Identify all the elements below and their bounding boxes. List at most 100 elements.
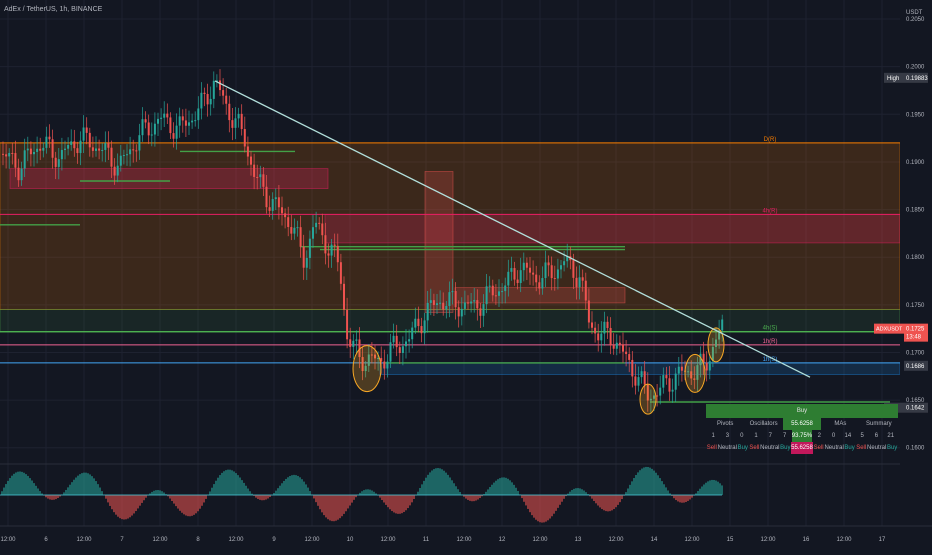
candle-body [101, 149, 104, 151]
candle-body [268, 207, 271, 211]
candle-body [479, 308, 482, 316]
candle-body [79, 140, 82, 154]
candle-body [20, 168, 23, 181]
candle-body [166, 113, 169, 118]
candle-body [687, 371, 690, 373]
candle-body [277, 197, 280, 208]
last-tag [874, 323, 904, 334]
candle-body [60, 149, 63, 160]
time-tick: 12:00 [836, 537, 852, 543]
price-tick: 0.2050 [906, 17, 925, 23]
candle-body [426, 302, 429, 321]
candle-body [420, 326, 423, 334]
trendline[interactable] [214, 80, 811, 378]
countdown-text: 13:48 [906, 335, 922, 341]
candle-body [696, 365, 699, 380]
candle-body [690, 371, 693, 379]
candle-body [498, 291, 500, 296]
candle-body [51, 139, 54, 158]
time-tick: 12:00 [532, 537, 548, 543]
candle-body [445, 305, 448, 310]
candle-body [116, 165, 119, 176]
candle-body [693, 378, 696, 380]
candle-body [618, 342, 621, 345]
candle-body [11, 152, 14, 154]
candle-body [17, 167, 20, 181]
summary-counts: 1 3 0 1 7 7 93.75% 2 0 14 5 6 21 [706, 430, 898, 442]
candle-body [705, 362, 708, 371]
candle-body [200, 92, 203, 109]
summary-count-cell: 14 [844, 433, 852, 439]
candle-body [721, 319, 724, 331]
summary-title: Buy [706, 404, 898, 418]
summary-count-cell: 1 [711, 433, 715, 439]
candle-body [671, 389, 674, 392]
candle-body [315, 222, 318, 228]
price-tick: 0.1700 [906, 350, 925, 356]
candle-body [5, 154, 8, 157]
pattern-marker [707, 327, 725, 363]
high-tag [884, 72, 904, 83]
candle-body [401, 346, 404, 353]
price-tick: 0.1900 [906, 160, 925, 166]
high-badge [904, 72, 928, 83]
time-tick: 12:00 [456, 537, 472, 543]
candle-body [212, 80, 215, 99]
candle-body [169, 117, 172, 134]
levels: D(R) 4h(R) 4h(S) 1h(R) 1h(S) [0, 137, 900, 403]
candle-body [522, 262, 525, 271]
candle-body [643, 371, 646, 385]
candle-body [160, 117, 163, 119]
candle-body [718, 330, 721, 340]
candle-body [194, 120, 197, 122]
candle-body [290, 227, 293, 234]
candle-body [330, 244, 333, 256]
candle-body [513, 268, 516, 280]
candle-body [668, 378, 671, 392]
candle-body [188, 122, 190, 126]
pivot-badge-text: 0.1686 [906, 364, 925, 370]
candle-body [228, 103, 231, 121]
time-tick: 16 [803, 537, 810, 543]
summary-count-cell: 1 [754, 433, 758, 439]
candle-body [361, 357, 364, 372]
summary-label-cell: Buy [844, 445, 855, 451]
pattern-marker [684, 353, 706, 393]
time-tick: 9 [272, 537, 276, 543]
candle-body [203, 92, 206, 94]
candle-body [265, 186, 268, 208]
candle-body [392, 335, 395, 343]
candle-body [206, 93, 209, 105]
time-tick: 12:00 [608, 537, 624, 543]
candle-body [29, 148, 32, 155]
candle-body [550, 265, 553, 279]
price-tick: 0.1600 [906, 446, 925, 452]
time-tick: 12:00 [304, 537, 320, 543]
candle-body [436, 303, 438, 305]
candle-body [70, 141, 73, 145]
price-tick: 0.2000 [906, 65, 925, 71]
candle-body [637, 377, 640, 386]
candle-body [253, 164, 256, 177]
summary-label-cell: 55.6258 [791, 442, 813, 454]
summary-label-cell: Sell [749, 445, 760, 451]
candle-body [312, 227, 314, 239]
candle-body [23, 150, 26, 169]
zone [324, 213, 901, 244]
symbol-legend[interactable]: AdEx / TetherUS, 1h, BINANCE [4, 6, 103, 13]
candle-body [377, 357, 380, 359]
time-tick: 14 [651, 537, 658, 543]
candle-body [98, 148, 101, 151]
candle-body [442, 302, 445, 310]
candle-body [606, 321, 609, 328]
candle-body [628, 354, 631, 360]
summary-label-cell: Sell [856, 445, 867, 451]
candle-body [76, 148, 79, 154]
summary-count-cell: 7 [782, 433, 787, 439]
candle-body [389, 342, 392, 362]
candle-body [473, 300, 476, 302]
candle-body [54, 157, 57, 167]
candle-body [711, 346, 714, 362]
